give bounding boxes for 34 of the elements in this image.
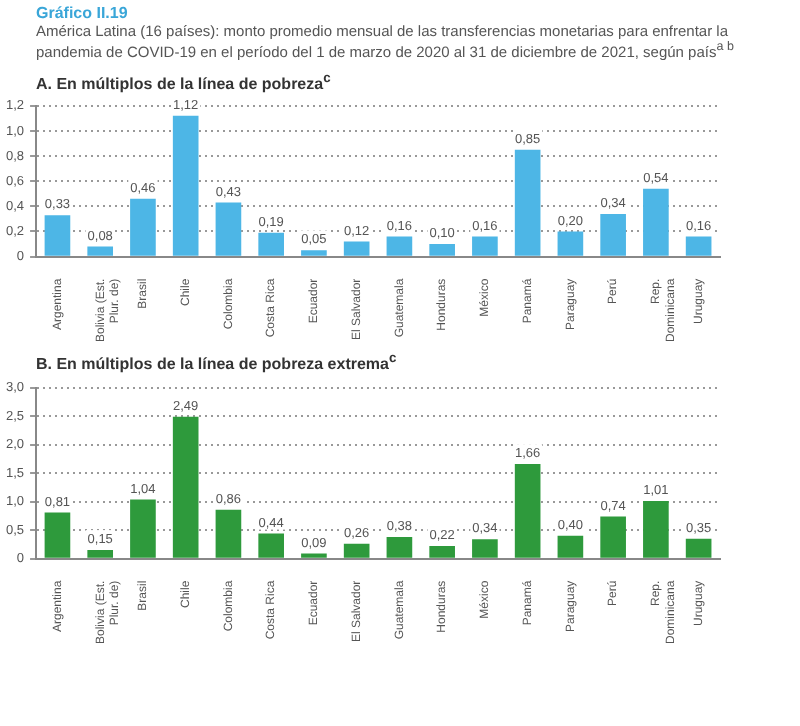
bar <box>514 463 541 558</box>
bar <box>87 246 114 256</box>
chart-title: B. En múltiplos de la línea de pobreza extrema$^{c}$ <box>34 350 399 374</box>
bar <box>685 538 712 558</box>
bar <box>343 241 370 256</box>
bar <box>429 545 455 558</box>
bar <box>685 236 712 256</box>
bar <box>130 499 156 558</box>
bar <box>643 189 669 256</box>
bar <box>557 535 584 558</box>
bar <box>557 231 584 256</box>
bar <box>87 549 114 558</box>
bar <box>258 533 284 558</box>
bar <box>215 202 242 256</box>
text: A. En múltiplos de la línea de pobreza$^{c}$ <box>34 69 333 93</box>
bar <box>600 214 626 256</box>
bar <box>600 516 626 558</box>
bar <box>172 116 199 256</box>
bar <box>301 250 327 256</box>
bar <box>514 150 541 256</box>
bar <box>130 199 156 256</box>
bar <box>172 416 199 558</box>
bar <box>472 236 498 256</box>
bar <box>643 500 669 558</box>
bar <box>258 233 284 256</box>
bar <box>386 536 413 558</box>
bar <box>44 215 71 256</box>
bar <box>386 236 413 256</box>
bar <box>215 509 242 558</box>
bar <box>343 543 370 558</box>
bar <box>44 512 71 558</box>
bar <box>472 538 498 558</box>
chart-title: Gráfico II.19 <box>34 2 130 22</box>
bar <box>429 244 455 256</box>
